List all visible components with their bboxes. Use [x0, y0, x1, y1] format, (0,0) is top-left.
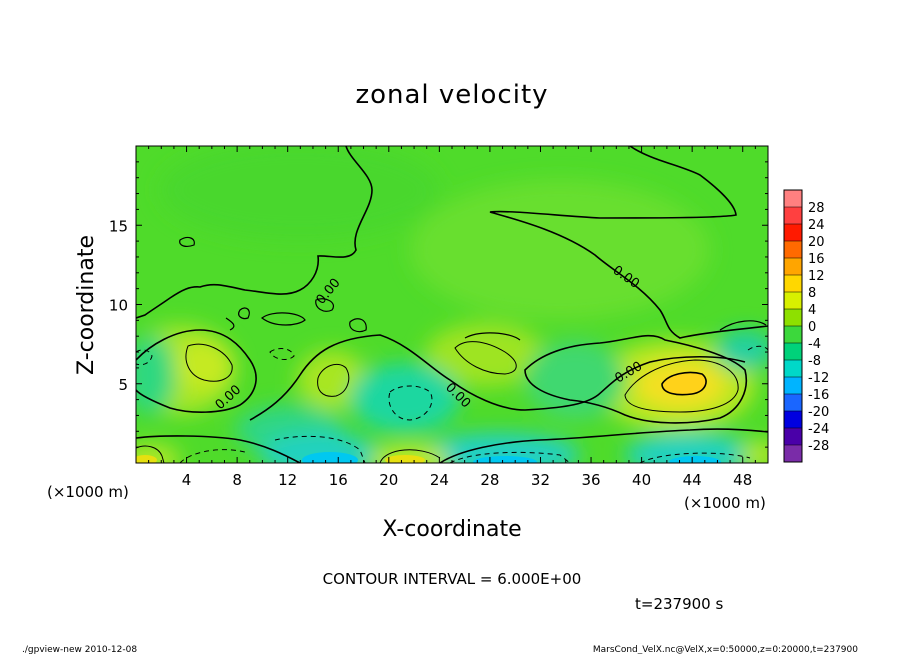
colorbar-swatch	[784, 411, 802, 429]
negative-core	[473, 456, 537, 463]
contour-lines	[136, 146, 768, 463]
zero-contour	[439, 428, 768, 463]
zero-contour	[136, 329, 257, 413]
colorbar-swatch	[784, 207, 802, 225]
x-tick-label: 20	[379, 471, 398, 489]
colorbar-swatch	[784, 428, 802, 446]
contour-negative	[449, 451, 751, 463]
colorbar-swatch	[784, 326, 802, 344]
contour-positive	[317, 363, 350, 397]
zero-contour	[136, 435, 301, 463]
colorbar-label: 28	[808, 201, 825, 216]
colorbar-label: 16	[808, 252, 825, 267]
colorbar-label: -8	[808, 354, 821, 369]
zero-contour	[524, 334, 747, 424]
zero-contour	[249, 334, 746, 421]
colorbar-swatch	[784, 394, 802, 412]
x-tick-label: 8	[232, 471, 242, 489]
colorbar: 28 24 20 16 12 8 4 0 -4 -8 -12 -16 -20 -24 -28	[783, 189, 829, 463]
colorbar-swatch	[784, 258, 802, 276]
colorbar-swatch	[784, 224, 802, 242]
zero-contour	[136, 146, 373, 319]
x-tick-label: 32	[531, 471, 550, 489]
x-axis-unit-left: (×1000 m)	[47, 483, 129, 501]
x-axis: 4 8 12 16 20 24 28 32 36 40 44 48	[148, 146, 756, 489]
x-tick-label: 24	[430, 471, 449, 489]
time-label: t=237900 s	[635, 595, 723, 613]
colorbar-swatch	[784, 445, 802, 463]
footer-right: MarsCond_VelX.nc@VelX,x=0:50000,z=0:2000…	[593, 645, 858, 654]
x-tick-label: 44	[683, 471, 702, 489]
chart-title: zonal velocity	[355, 80, 548, 110]
contour-negative	[388, 385, 433, 421]
x-tick-label: 28	[480, 471, 499, 489]
zero-contour	[489, 146, 768, 339]
colorbar-swatch	[784, 190, 802, 208]
plot-area: 0.00 0.00 0.00 0.00 0.00	[136, 146, 768, 463]
colorbar-label: -16	[808, 388, 829, 403]
colorbar-label: -24	[808, 422, 829, 437]
x-tick-label: 4	[182, 471, 192, 489]
x-tick-label: 16	[329, 471, 348, 489]
colorbar-swatch	[784, 377, 802, 395]
y-axis: 5 10 15	[109, 161, 768, 448]
x-axis-label: X-coordinate	[382, 517, 521, 542]
y-tick-label: 15	[109, 217, 128, 235]
colorbar-swatch	[784, 309, 802, 327]
y-tick-label: 5	[118, 376, 128, 394]
contour-positive	[185, 343, 233, 382]
contour-island	[179, 236, 767, 341]
x-tick-label: 12	[278, 471, 297, 489]
negative-core	[302, 452, 358, 463]
colorbar-label: 4	[808, 303, 816, 318]
colorbar-label: -28	[808, 439, 829, 454]
contour-positive-core	[661, 371, 707, 396]
colorbar-label: 24	[808, 218, 825, 233]
colorbar-swatch	[784, 360, 802, 378]
x-tick-label: 36	[581, 471, 600, 489]
x-axis-unit-right: (×1000 m)	[684, 494, 766, 512]
colorbar-swatch	[784, 292, 802, 310]
colorbar-swatch	[784, 343, 802, 361]
colorbar-label: 8	[808, 286, 816, 301]
positive-core	[385, 455, 425, 463]
x-tick-label: 48	[733, 471, 752, 489]
contour-negative	[136, 345, 768, 366]
y-tick-label: 10	[109, 297, 128, 315]
positive-core	[136, 455, 157, 463]
contour-negative	[179, 435, 366, 463]
contour-interval-label: CONTOUR INTERVAL = 6.000E+00	[323, 570, 582, 588]
colorbar-label: -20	[808, 405, 829, 420]
x-tick-label: 40	[632, 471, 651, 489]
colorbar-swatch	[784, 275, 802, 293]
colorbar-label: 12	[808, 269, 825, 284]
colorbar-label: -12	[808, 371, 829, 386]
colorbar-label: 20	[808, 235, 825, 250]
y-axis-label: Z-coordinate	[74, 235, 99, 375]
contour-positive	[454, 341, 517, 375]
contour-positive	[624, 359, 739, 413]
colorbar-swatch	[784, 241, 802, 259]
colorbar-label: 0	[808, 320, 816, 335]
footer-left: ./gpview-new 2010-12-08	[22, 645, 137, 654]
colorbar-label: -4	[808, 337, 821, 352]
negative-core	[669, 456, 721, 463]
